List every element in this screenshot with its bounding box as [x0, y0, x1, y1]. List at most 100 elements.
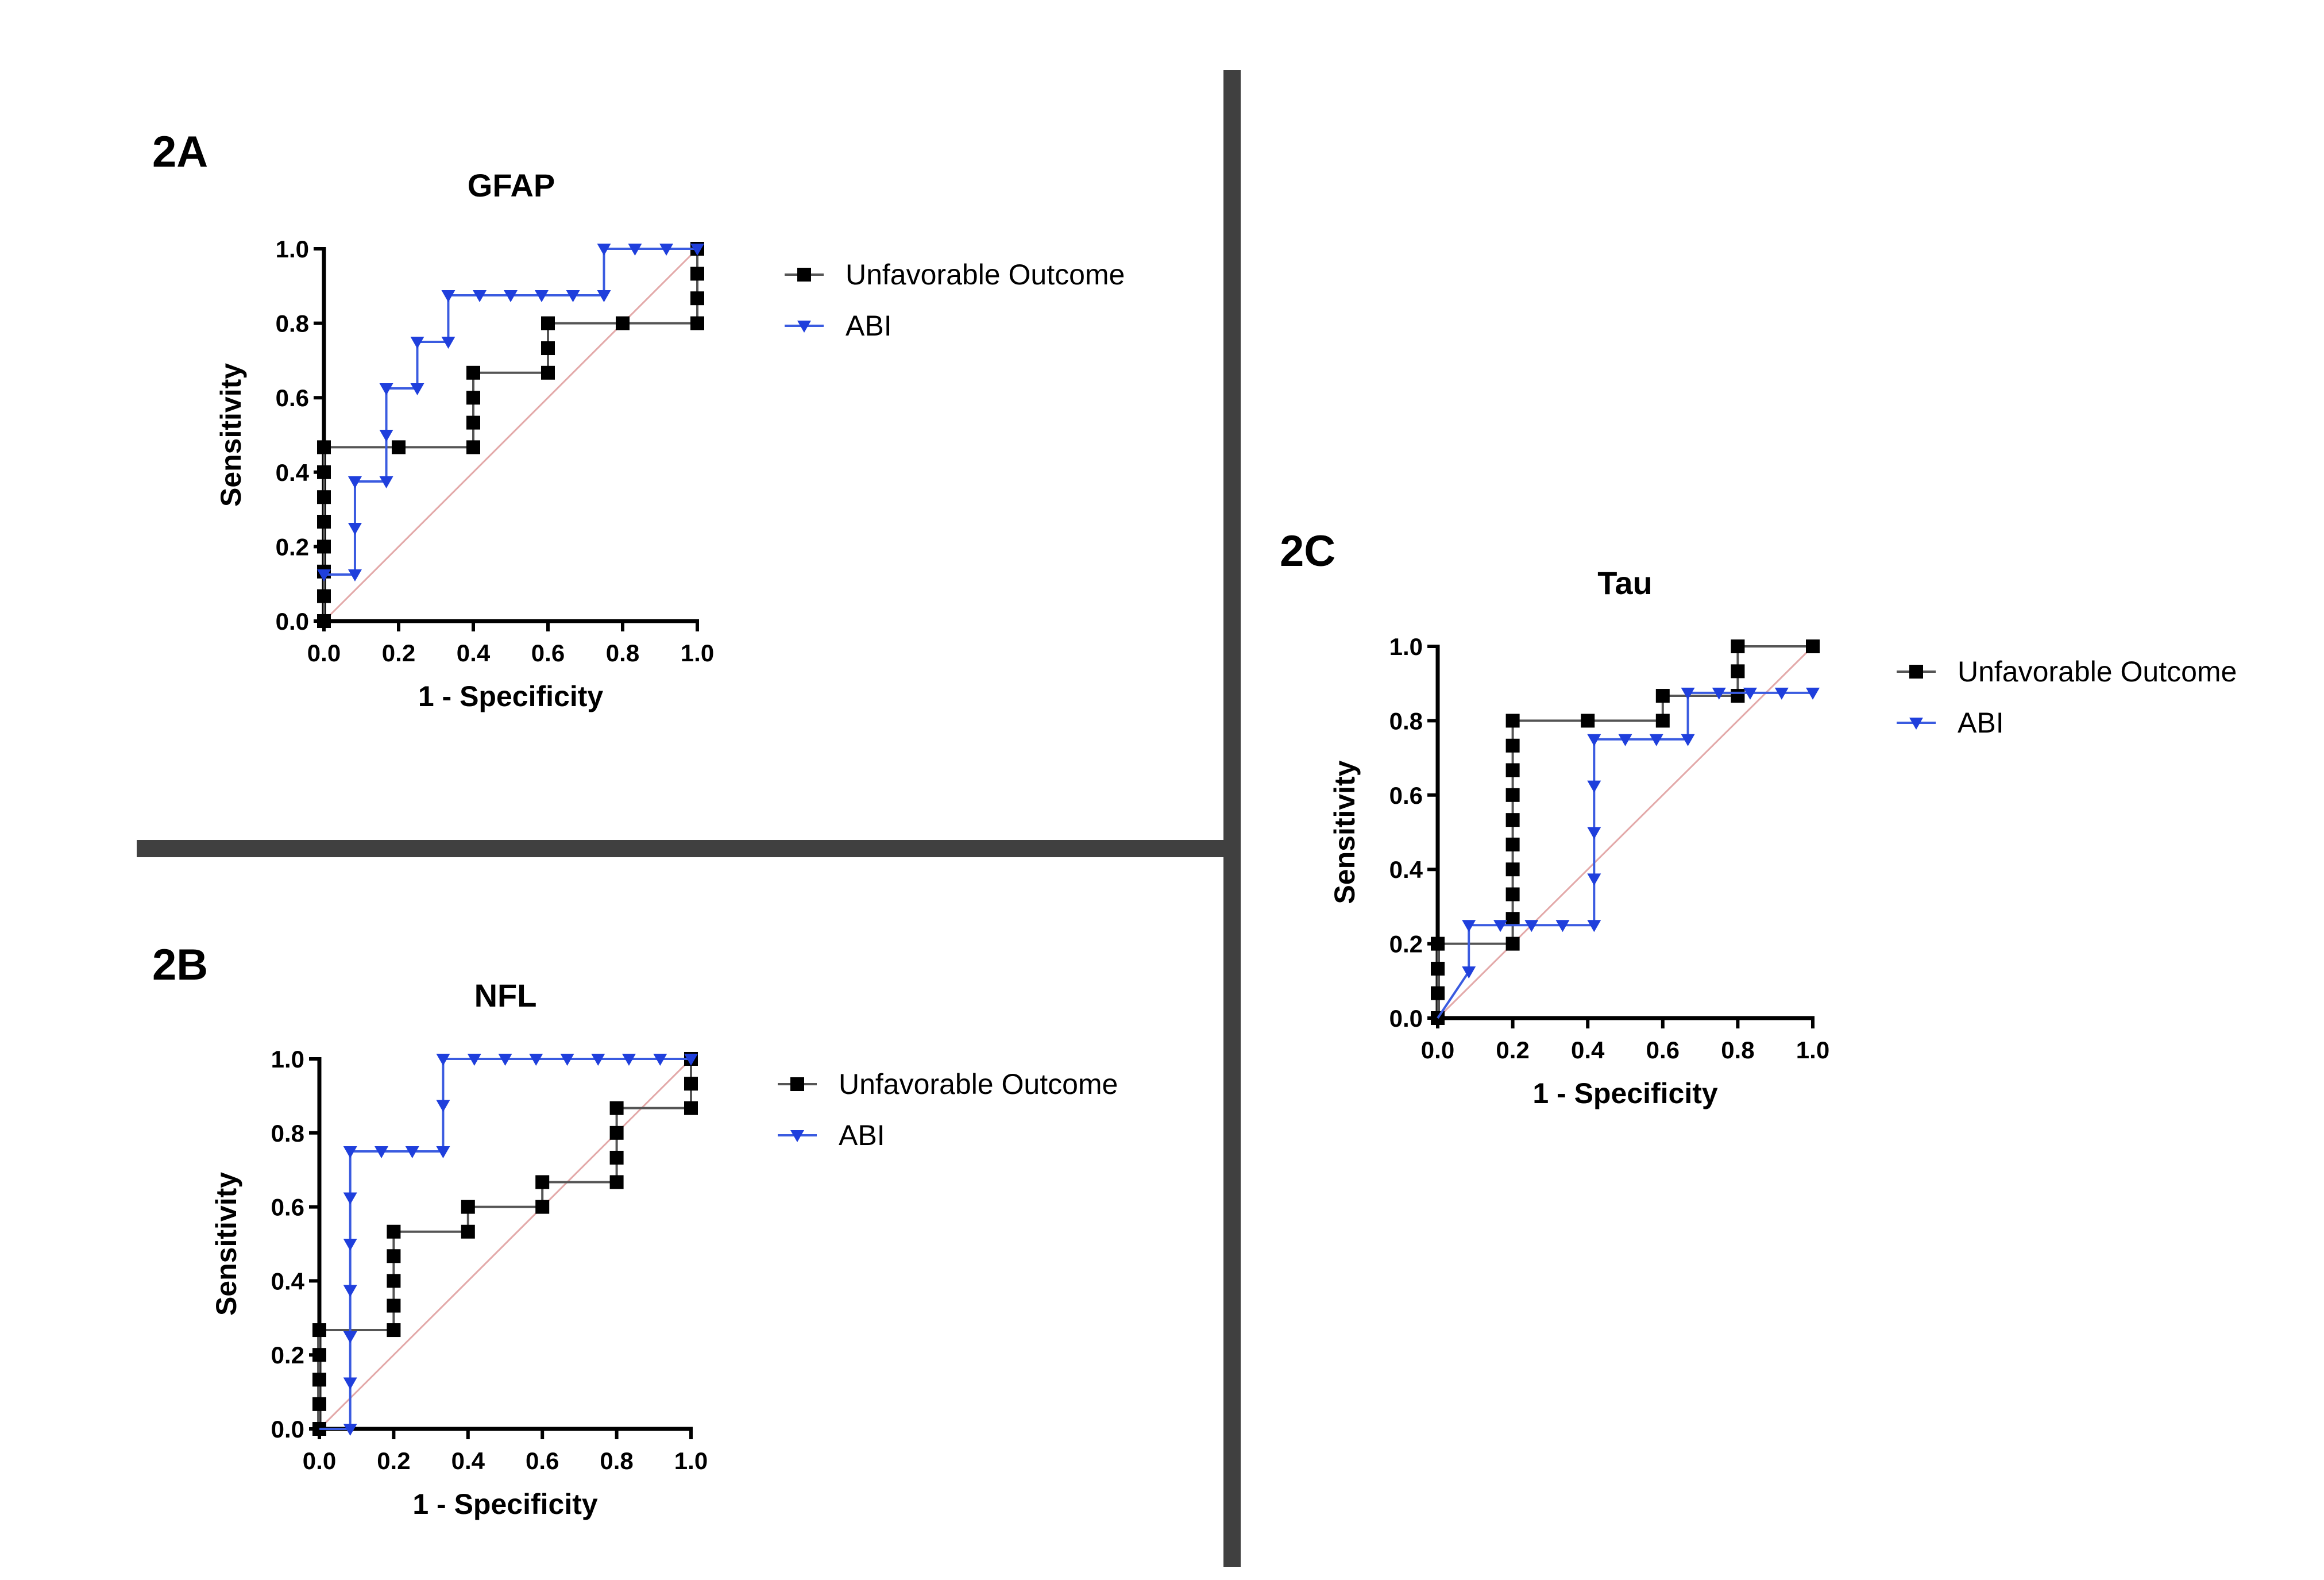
x-tick-label: 0.8	[1721, 1036, 1754, 1063]
data-point-unfavorable	[317, 490, 331, 504]
data-point-unfavorable	[609, 1126, 624, 1140]
data-point-abi	[1493, 920, 1508, 932]
series-line-abi	[324, 248, 697, 576]
data-point-unfavorable	[1731, 689, 1745, 703]
data-point-abi	[1681, 734, 1695, 746]
data-point-unfavorable	[1505, 887, 1520, 901]
data-point-unfavorable	[387, 1224, 401, 1239]
legend-marker-unfavorable	[797, 268, 811, 282]
data-point-unfavorable	[466, 391, 480, 405]
data-point-unfavorable	[317, 440, 331, 454]
x-tick-label: 0.4	[1571, 1036, 1605, 1063]
data-point-unfavorable	[466, 365, 480, 380]
data-point-abi	[410, 383, 424, 395]
y-tick-label: 0.6	[1389, 782, 1423, 809]
data-point-unfavorable	[317, 465, 331, 479]
x-tick-label: 0.4	[451, 1447, 485, 1474]
legend-marker-unfavorable	[1909, 665, 1923, 679]
data-point-abi	[659, 244, 674, 256]
data-point-abi	[473, 290, 487, 302]
y-tick-label: 0.2	[276, 533, 309, 560]
data-point-unfavorable	[1806, 639, 1820, 653]
y-tick-label: 0.6	[276, 384, 309, 411]
x-tick-label: 0.6	[526, 1447, 559, 1474]
reference-line	[1437, 645, 1814, 1019]
data-point-unfavorable	[541, 341, 555, 356]
data-point-abi	[690, 244, 704, 256]
data-point-abi	[1587, 827, 1601, 839]
data-point-abi	[1462, 920, 1476, 932]
data-point-abi	[343, 1285, 357, 1297]
data-point-abi	[348, 569, 362, 581]
data-point-unfavorable	[387, 1274, 401, 1288]
data-point-abi	[1618, 734, 1632, 746]
data-point-unfavorable	[317, 514, 331, 529]
x-axis-label: 1 - Specificity	[1532, 1077, 1718, 1109]
data-point-abi	[343, 1331, 357, 1343]
data-point-unfavorable	[466, 440, 480, 454]
legend-marker-abi	[790, 1130, 804, 1142]
panel-label: 2A	[152, 128, 208, 176]
data-point-abi	[560, 1054, 574, 1066]
data-point-unfavorable	[392, 440, 406, 454]
data-point-unfavorable	[609, 1150, 624, 1165]
y-tick-label: 0.4	[276, 459, 310, 486]
data-point-abi	[379, 430, 393, 442]
data-point-unfavorable	[541, 316, 555, 330]
data-point-abi	[441, 337, 455, 349]
data-point-unfavorable	[541, 365, 555, 380]
legend-label: Unfavorable Outcome	[846, 259, 1125, 291]
data-point-unfavorable	[609, 1175, 624, 1189]
x-tick-label: 0.4	[457, 639, 491, 666]
data-point-unfavorable	[1431, 961, 1445, 976]
y-tick-label: 0.8	[271, 1120, 304, 1147]
data-point-abi	[343, 1239, 357, 1251]
data-point-unfavorable	[387, 1249, 401, 1263]
y-axis-label: Sensitivity	[210, 1172, 242, 1316]
y-tick-label: 0.8	[276, 310, 309, 337]
x-tick-label: 0.0	[303, 1447, 336, 1474]
data-point-unfavorable	[1581, 714, 1595, 728]
data-point-abi	[1712, 687, 1726, 700]
data-point-unfavorable	[1505, 738, 1520, 753]
data-point-abi	[1587, 873, 1601, 886]
data-point-unfavorable	[690, 267, 704, 281]
x-tick-label: 0.6	[531, 639, 565, 666]
x-tick-label: 0.2	[1496, 1036, 1529, 1063]
y-tick-label: 0.2	[1389, 931, 1423, 958]
data-point-unfavorable	[312, 1397, 326, 1411]
x-tick-label: 1.0	[681, 639, 714, 666]
data-point-abi	[375, 1146, 389, 1158]
x-tick-label: 1.0	[674, 1447, 708, 1474]
reference-line	[323, 248, 698, 622]
data-point-abi	[436, 1054, 450, 1066]
panel-label: 2C	[1280, 527, 1335, 576]
data-point-abi	[410, 337, 424, 349]
data-point-abi	[343, 1377, 357, 1390]
data-point-abi	[566, 290, 580, 302]
data-point-unfavorable	[690, 316, 704, 330]
chart-2b: 2B NFL 0.0 0.2 0.4 0.6 0.8 1.0 0.0 0.2 0.4 0.6 0.8 1.…	[152, 941, 1118, 1520]
data-point-unfavorable	[1655, 714, 1670, 728]
x-tick-label: 0.2	[377, 1447, 410, 1474]
data-point-unfavorable	[312, 1323, 326, 1338]
data-point-unfavorable	[317, 539, 331, 554]
data-point-unfavorable	[1731, 664, 1745, 679]
data-point-abi	[534, 290, 549, 302]
data-point-abi	[1806, 687, 1820, 700]
y-tick-label: 0.2	[271, 1342, 304, 1369]
data-point-unfavorable	[1505, 937, 1520, 951]
y-tick-label: 0.4	[1389, 856, 1423, 883]
chart-title: Tau	[1597, 565, 1652, 601]
legend-label: Unfavorable Outcome	[1958, 656, 2237, 688]
x-axis-label: 1 - Specificity	[418, 680, 604, 712]
y-axis-label: Sensitivity	[1329, 760, 1361, 904]
chart-2c: 2C Tau 0.0 0.2 0.4 0.6 0.8 1.0 0.0 0.2 0.4 0.6 0.8 1.…	[1280, 527, 2237, 1109]
data-point-abi	[343, 1424, 357, 1436]
data-point-abi	[1649, 734, 1663, 746]
data-point-unfavorable	[1505, 912, 1520, 926]
data-point-abi	[348, 523, 362, 535]
y-tick-label: 0.0	[271, 1416, 304, 1443]
data-point-unfavorable	[461, 1224, 475, 1239]
